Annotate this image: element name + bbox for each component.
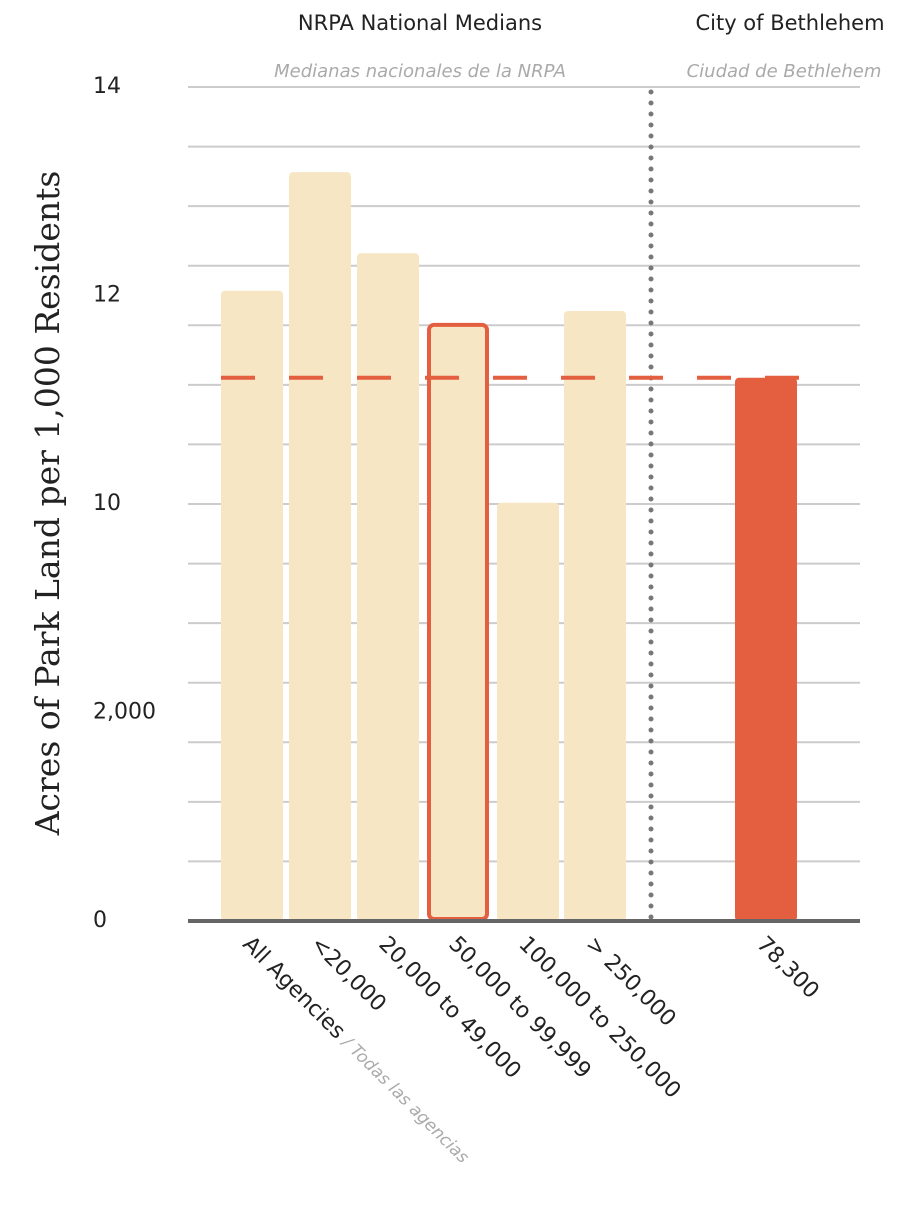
- group-title: NRPA National Medians: [298, 11, 542, 35]
- category-text: 78,300: [752, 932, 824, 1004]
- bar: [427, 322, 489, 922]
- bar: [497, 502, 559, 921]
- y-tick-label: 2,000: [93, 700, 156, 725]
- y-tick-label: 14: [93, 74, 121, 99]
- bar: [564, 310, 626, 921]
- group-subtitle: Medianas nacionales de la NRPA: [274, 61, 566, 82]
- y-tick-label: 10: [93, 491, 121, 516]
- group-subtitle: Ciudad de Bethlehem: [687, 61, 882, 82]
- category-note: / Todas las agencias: [336, 1031, 472, 1167]
- bar: [289, 172, 351, 922]
- x-tick-label: 78,300: [752, 932, 824, 1004]
- y-tick-label: 0: [93, 908, 107, 933]
- bar: [357, 253, 419, 921]
- bar: [221, 290, 283, 922]
- y-axis-label: Acres of Park Land per 1,000 Residents: [28, 171, 67, 837]
- bar: [735, 377, 797, 921]
- y-tick-label: 12: [93, 283, 121, 308]
- group-title: City of Bethlehem: [695, 11, 884, 35]
